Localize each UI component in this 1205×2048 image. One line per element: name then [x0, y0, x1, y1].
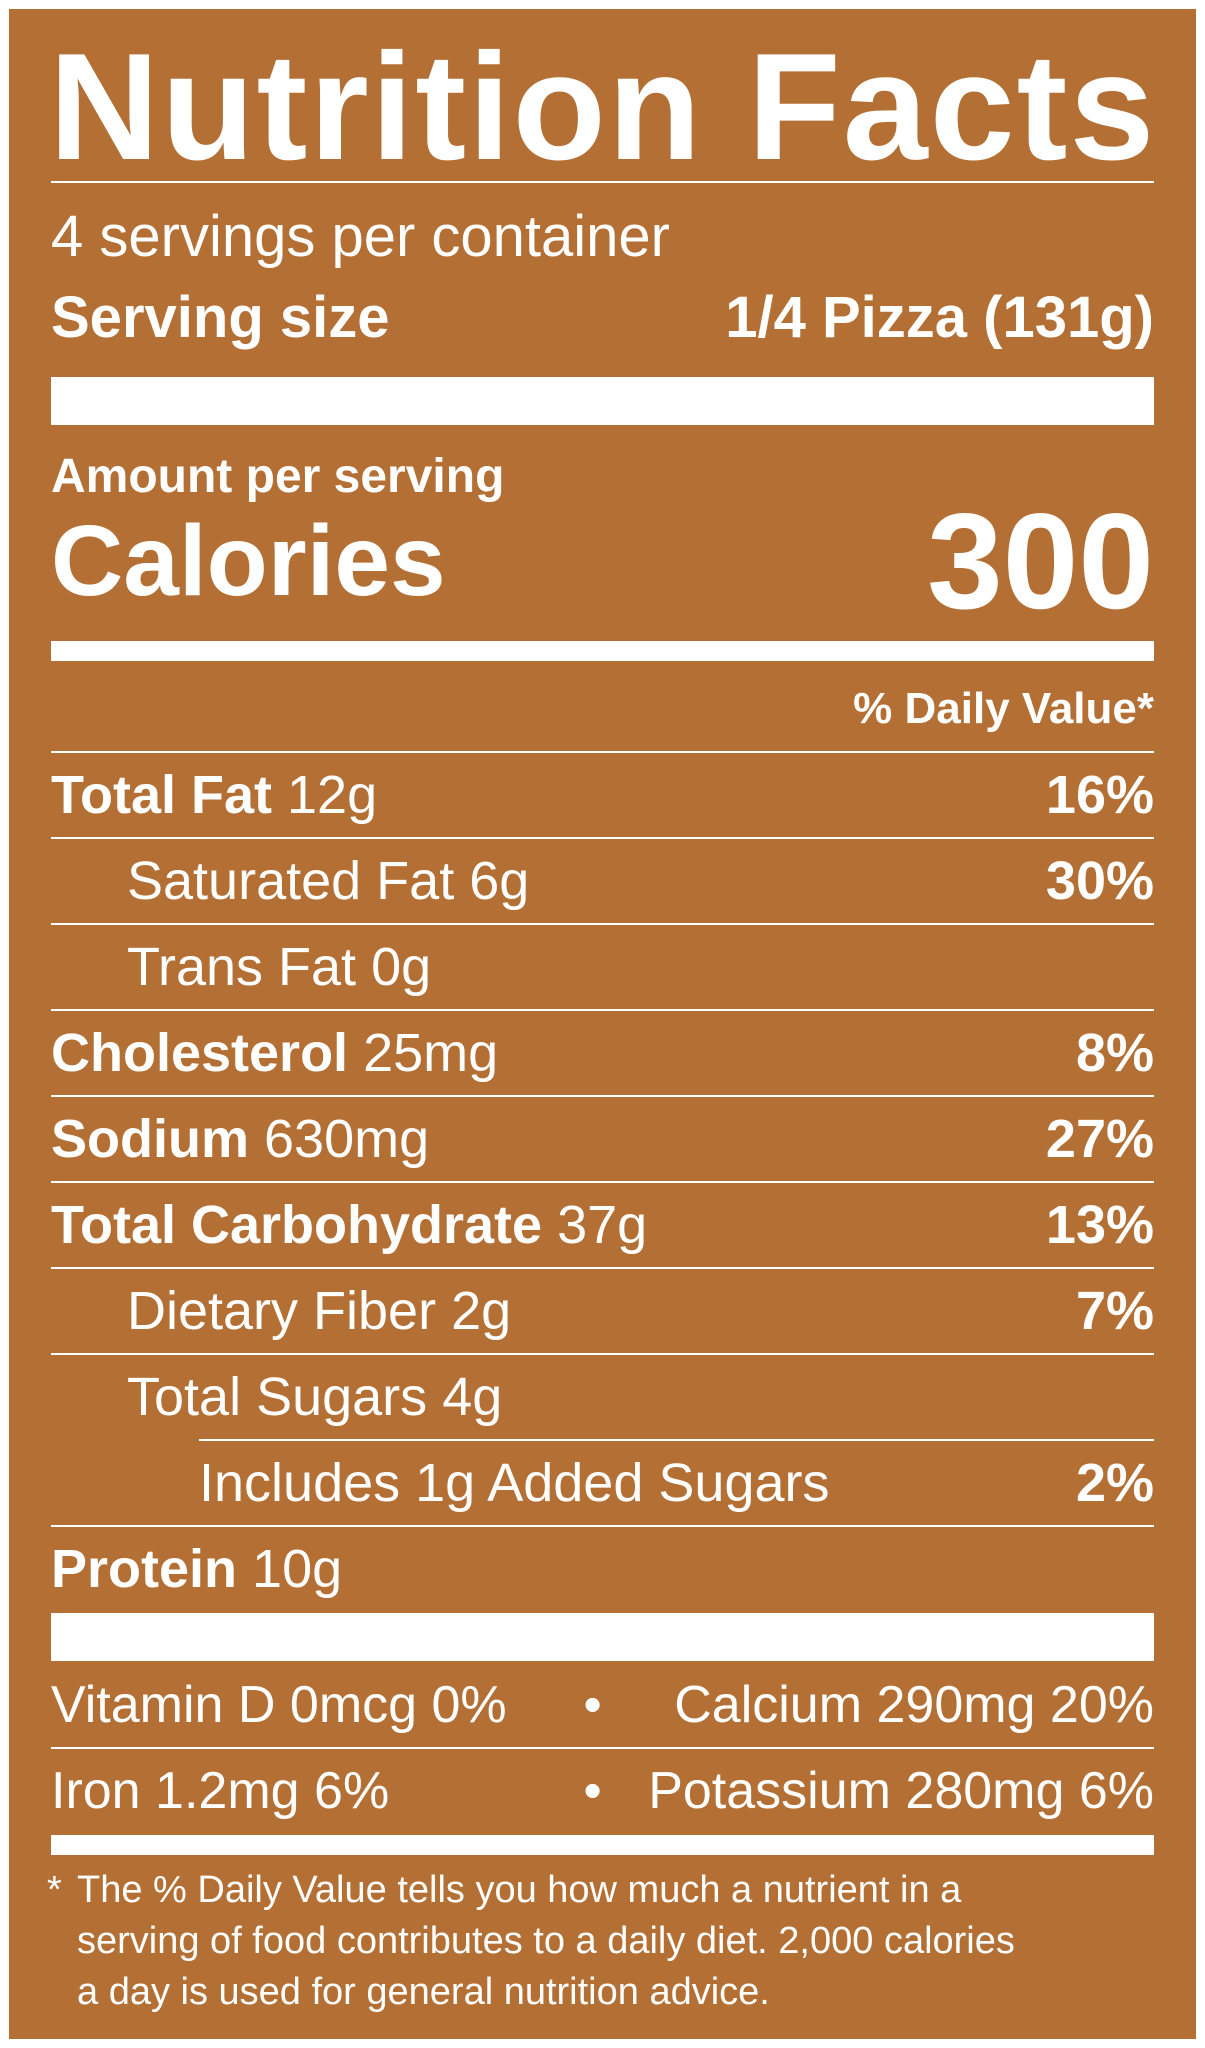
footnote-line: serving of food contributes to a daily d… [77, 1920, 1015, 1962]
divider [51, 1353, 1154, 1355]
footnote-star: * [47, 1869, 62, 1911]
bullet: • [583, 1762, 602, 1820]
nutrient-row-protein: Protein 10g [51, 1527, 1154, 1611]
label-title: Nutrition Facts [49, 22, 1157, 192]
divider [51, 1009, 1154, 1011]
vitamin-left: Vitamin D 0mcg 0% [51, 1676, 507, 1734]
nutrient-name: Sodium [51, 1109, 249, 1169]
nutrient-amount: 10g [252, 1539, 343, 1599]
amount-per-serving: Amount per serving [51, 450, 505, 503]
nutrient-row-total-sugars: Total Sugars 4g [51, 1355, 1154, 1439]
nutrient-name: Total Fat [51, 765, 272, 825]
nutrient-amount: 12g [287, 765, 378, 825]
footnote-line: The % Daily Value tells you how much a n… [77, 1869, 962, 1911]
nutrient-dv: 16% [1045, 765, 1154, 825]
nutrient-dv: 7% [1075, 1281, 1154, 1341]
nutrient-dv: 2% [1075, 1453, 1154, 1513]
servings-per-container: 4 servings per container [51, 204, 670, 269]
serving-size-label: Serving size [51, 284, 390, 350]
nutrient-row-trans-fat: Trans Fat 0g [51, 925, 1154, 1009]
nutrient-row-dietary-fiber: Dietary Fiber 2g 7% [51, 1269, 1154, 1353]
divider [51, 837, 1154, 839]
calories-row: Calories 300 [51, 485, 1154, 637]
footnote: * The % Daily Value tells you how much a… [47, 1865, 1156, 2018]
nutrient-row-added-sugars: Includes 1g Added Sugars 2% [51, 1441, 1154, 1525]
footnote-line: a day is used for general nutrition advi… [77, 1971, 770, 2013]
divider [51, 1747, 1154, 1749]
thick-divider [51, 377, 1154, 425]
divider [199, 1439, 1154, 1441]
vitamin-left: Iron 1.2mg 6% [51, 1762, 390, 1820]
nutrient-dv: 27% [1045, 1109, 1154, 1169]
serving-size-row: Serving size 1/4 Pizza (131g) [51, 279, 1154, 355]
divider [51, 751, 1154, 753]
vitamin-right: Calcium 290mg 20% [674, 1676, 1154, 1734]
serving-size-value: 1/4 Pizza (131g) [725, 284, 1154, 350]
nutrient-row-total-fat: Total Fat 12g 16% [51, 753, 1154, 837]
nutrient-row-sodium: Sodium 630mg 27% [51, 1097, 1154, 1181]
nutrient-dv: 13% [1045, 1195, 1154, 1255]
nutrient-amount: 37g [557, 1195, 648, 1255]
daily-value-header-row: % Daily Value* [51, 677, 1154, 741]
nutrient-name: Total Carbohydrate [51, 1195, 543, 1255]
nutrient-amount: 0g [371, 937, 432, 997]
nutrient-dv: 8% [1075, 1023, 1154, 1083]
nutrient-row-saturated-fat: Saturated Fat 6g 30% [51, 839, 1154, 923]
divider [51, 1267, 1154, 1269]
thick-divider [51, 1613, 1154, 1661]
divider [51, 181, 1154, 183]
nutrient-amount: 4g [442, 1367, 503, 1427]
medium-divider [51, 1835, 1154, 1855]
nutrient-amount: 2g [451, 1281, 512, 1341]
medium-divider [51, 641, 1154, 661]
nutrient-amount: 25mg [363, 1023, 499, 1083]
nutrient-name: Protein [51, 1539, 238, 1599]
divider [51, 1181, 1154, 1183]
nutrient-name: Saturated Fat [127, 851, 455, 911]
nutrient-dv: 30% [1045, 851, 1154, 911]
vitamin-row: Vitamin D 0mcg 0% • Calcium 290mg 20% [51, 1663, 1154, 1747]
divider [51, 1095, 1154, 1097]
vitamin-row: Iron 1.2mg 6% • Potassium 280mg 6% [51, 1749, 1154, 1833]
divider [51, 923, 1154, 925]
nutrient-name: Total Sugars [127, 1367, 428, 1427]
nutrient-row-cholesterol: Cholesterol 25mg 8% [51, 1011, 1154, 1095]
bullet: • [583, 1676, 602, 1734]
vitamin-right: Potassium 280mg 6% [648, 1762, 1154, 1820]
nutrient-name: Includes 1g Added Sugars [199, 1453, 830, 1513]
calories-value: 300 [927, 485, 1154, 637]
divider [51, 1525, 1154, 1527]
nutrient-row-total-carbohydrate: Total Carbohydrate 37g 13% [51, 1183, 1154, 1267]
nutrient-amount: 630mg [264, 1109, 430, 1169]
daily-value-header: % Daily Value* [853, 684, 1154, 733]
nutrient-amount: 6g [469, 851, 530, 911]
calories-label: Calories [51, 504, 446, 617]
nutrient-name: Trans Fat [127, 937, 357, 997]
nutrient-name: Cholesterol [51, 1023, 349, 1083]
nutrient-name: Dietary Fiber [127, 1281, 437, 1341]
